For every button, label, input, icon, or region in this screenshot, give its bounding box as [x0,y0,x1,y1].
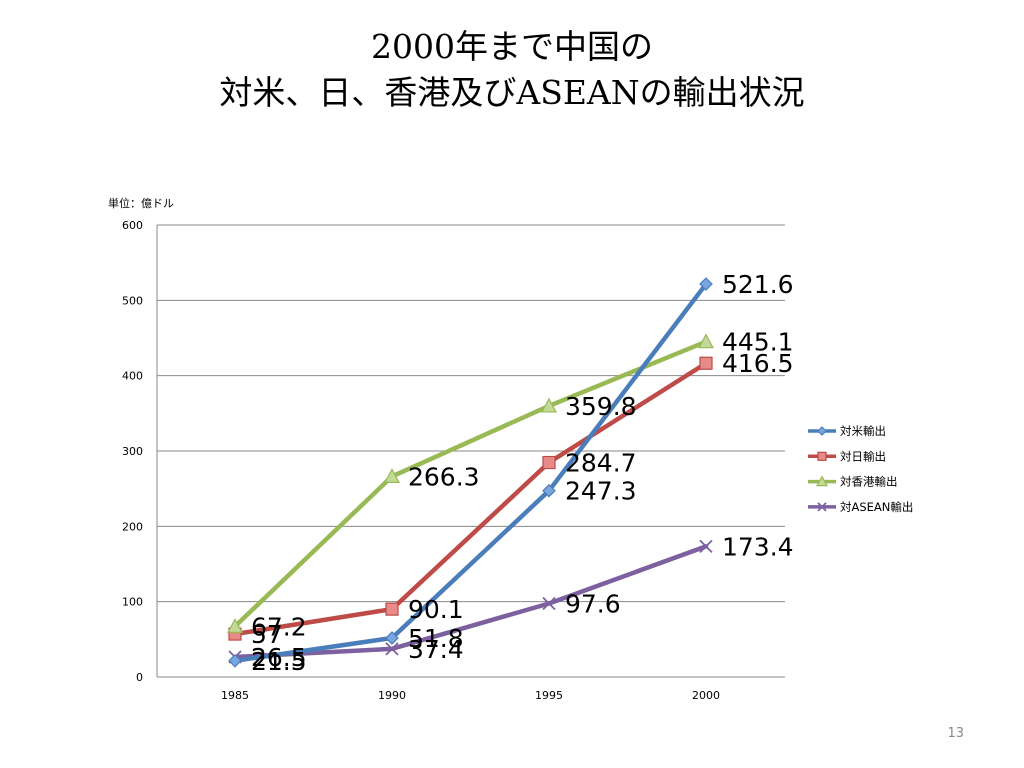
data-label: 37.4 [408,635,464,664]
data-label: 26.5 [251,643,307,672]
legend-marker [815,475,829,487]
marker-stroke [385,642,399,656]
data-point [385,642,399,656]
data-label: 51.8 [408,624,464,653]
data-point [699,539,713,554]
data-point [542,455,556,470]
y-tick-label: 500 [122,294,143,307]
x-tick-label: 2000 [692,689,720,702]
data-label: 521.6 [722,270,794,299]
data-point [385,602,399,616]
slide-title-line2: 対米、日、香港及びASEANの輸出状況 [219,73,805,112]
data-point [542,483,556,498]
data-point [697,333,715,349]
data-label: 90.1 [408,595,464,624]
legend-label: 対ASEAN輸出 [840,500,913,514]
data-label: 173.4 [722,532,794,561]
data-label: 57 [251,620,283,649]
legend-label: 対香港輸出 [840,475,898,489]
y-tick-label: 400 [122,370,143,383]
data-label: 445.1 [722,328,794,357]
y-tick-label: 0 [136,671,143,684]
slide-title: 2000年まで中国の 対米、日、香港及びASEANの輸出状況 [0,24,1024,116]
data-label: 247.3 [565,477,637,506]
data-label: 359.8 [565,392,637,421]
x-tick-label: 1985 [221,689,249,702]
x-tick-label: 1995 [535,689,563,702]
y-tick-label: 300 [122,445,143,458]
x-tick-label: 1990 [378,689,406,702]
data-point [383,468,401,483]
data-point [699,356,713,370]
series-line [232,339,709,629]
marker-stroke [817,502,827,512]
data-point [699,277,713,291]
data-label: 416.5 [722,349,794,378]
data-point [226,618,244,633]
page-number: 13 [947,726,964,741]
slide-title-line1: 2000年まで中国の [371,27,653,66]
data-label: 67.2 [251,612,307,641]
data-point [540,397,558,413]
legend-label: 対米輸出 [840,424,886,438]
marker-stroke [699,539,713,554]
y-tick-label: 600 [122,219,143,232]
data-point [385,631,399,645]
data-label: 284.7 [565,449,637,478]
series-line [232,544,709,660]
marker-stroke [542,596,556,611]
series-line [232,360,709,637]
legend-marker [817,502,827,512]
y-tick-label: 100 [122,596,143,609]
legend-marker [817,426,827,436]
y-axis-unit-label: 単位：億ドル [108,197,174,210]
data-label: 266.3 [408,462,480,491]
data-label: 21.5 [251,647,307,676]
y-tick-label: 200 [122,520,143,533]
series-line [232,281,709,664]
legend-label: 対日輸出 [840,449,886,463]
data-point [228,653,242,668]
legend-marker [817,451,827,461]
data-point [542,596,556,611]
data-label: 97.6 [565,589,621,618]
